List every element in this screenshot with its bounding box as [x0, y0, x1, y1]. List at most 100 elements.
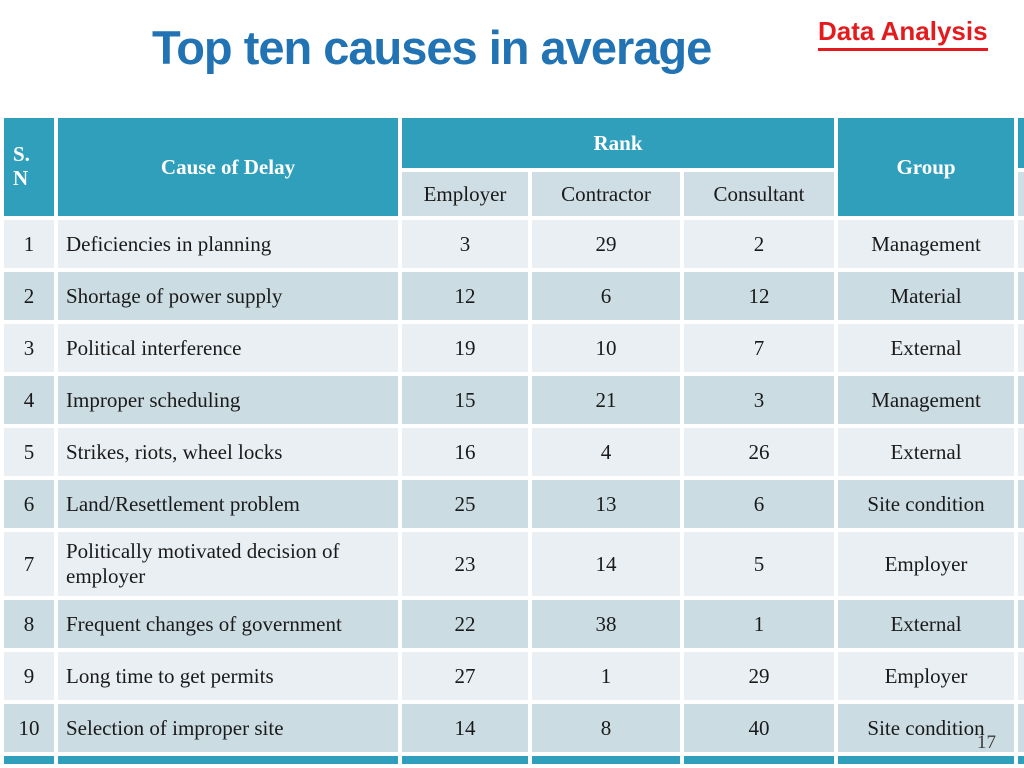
- cause-cell: Strikes, riots, wheel locks: [58, 428, 398, 476]
- column-header-cause-of-delay: Cause of Delay: [58, 118, 398, 216]
- overflow-cell: [1018, 704, 1024, 752]
- data-analysis-label: Data Analysis: [818, 16, 988, 51]
- rank-consultant-cell: 1: [684, 600, 835, 648]
- sn-cell: 2: [4, 272, 54, 320]
- rank-contractor-cell: 4: [532, 428, 680, 476]
- sn-cell: 4: [4, 376, 54, 424]
- rank-consultant-cell: 40: [684, 704, 835, 752]
- table-row: 7 Politically motivated decision of emplo…: [4, 532, 1024, 596]
- footer-cell: [402, 756, 528, 764]
- sn-cell: 5: [4, 428, 54, 476]
- table-row: 9 Long time to get permits 27 1 29 Employer: [4, 652, 1024, 700]
- footer-row: [4, 756, 1024, 764]
- group-cell: External: [838, 600, 1015, 648]
- rank-contractor-cell: 6: [532, 272, 680, 320]
- table-row: 2 Shortage of power supply 12 6 12 Material: [4, 272, 1024, 320]
- sn-cell: 6: [4, 480, 54, 528]
- rank-contractor-cell: 21: [532, 376, 680, 424]
- cause-cell: Selection of improper site: [58, 704, 398, 752]
- rank-contractor-cell: 29: [532, 220, 680, 268]
- cause-cell: Long time to get permits: [58, 652, 398, 700]
- table-row: 1 Deficiencies in planning 3 29 2 Management: [4, 220, 1024, 268]
- table-row: 10 Selection of improper site 14 8 40 Site co…: [4, 704, 1024, 752]
- group-cell: Employer: [838, 652, 1015, 700]
- rank-consultant-cell: 6: [684, 480, 835, 528]
- group-cell: Material: [838, 272, 1015, 320]
- page-title: Top ten causes in average: [152, 21, 712, 74]
- rank-employer-cell: 15: [402, 376, 528, 424]
- rank-contractor-cell: 1: [532, 652, 680, 700]
- sn-cell: 1: [4, 220, 54, 268]
- rank-consultant-cell: 3: [684, 376, 835, 424]
- rank-employer-cell: 25: [402, 480, 528, 528]
- rank-employer-cell: 16: [402, 428, 528, 476]
- footer-cell: [532, 756, 680, 764]
- rank-consultant-cell: 7: [684, 324, 835, 372]
- rank-contractor-cell: 8: [532, 704, 680, 752]
- rank-contractor-cell: 14: [532, 532, 680, 596]
- group-cell: Management: [838, 376, 1015, 424]
- sn-cell: 3: [4, 324, 54, 372]
- rank-contractor-cell: 13: [532, 480, 680, 528]
- cause-cell: Shortage of power supply: [58, 272, 398, 320]
- overflow-cell: [1018, 272, 1024, 320]
- overflow-cell: [1018, 324, 1024, 372]
- rank-contractor-cell: 38: [532, 600, 680, 648]
- overflow-cell: [1018, 480, 1024, 528]
- sn-cell: 8: [4, 600, 54, 648]
- table-footer-strip: [4, 756, 1024, 764]
- causes-table-container: S. N Cause of Delay Rank Group Employer …: [0, 114, 1024, 768]
- column-subheader-consultant: Consultant: [684, 172, 835, 216]
- rank-consultant-cell: 26: [684, 428, 835, 476]
- cause-cell: Politically motivated decision of employ…: [58, 532, 398, 596]
- cause-cell: Political interference: [58, 324, 398, 372]
- sn-cell: 7: [4, 532, 54, 596]
- rank-employer-cell: 23: [402, 532, 528, 596]
- group-cell: External: [838, 428, 1015, 476]
- rank-employer-cell: 14: [402, 704, 528, 752]
- rank-employer-cell: 27: [402, 652, 528, 700]
- column-header-rank: Rank: [402, 118, 835, 168]
- group-cell: External: [838, 324, 1015, 372]
- overflow-cell: [1018, 532, 1024, 596]
- cause-cell: Deficiencies in planning: [58, 220, 398, 268]
- footer-cell: [1018, 756, 1024, 764]
- rank-employer-cell: 22: [402, 600, 528, 648]
- sn-cell: 10: [4, 704, 54, 752]
- footer-cell: [58, 756, 398, 764]
- rank-employer-cell: 3: [402, 220, 528, 268]
- rank-employer-cell: 19: [402, 324, 528, 372]
- column-subheader-employer: Employer: [402, 172, 528, 216]
- cause-cell: Land/Resettlement problem: [58, 480, 398, 528]
- group-cell: Site condition: [838, 704, 1015, 752]
- column-header-group: Group: [838, 118, 1015, 216]
- sn-cell: 9: [4, 652, 54, 700]
- overflow-cell: [1018, 220, 1024, 268]
- rank-consultant-cell: 2: [684, 220, 835, 268]
- column-subheader-contractor: Contractor: [532, 172, 680, 216]
- header-row-sub: Employer Contractor Consultant: [4, 172, 1024, 216]
- table-row: 4 Improper scheduling 15 21 3 Management: [4, 376, 1024, 424]
- column-header-overflow: [1018, 118, 1024, 168]
- rank-employer-cell: 12: [402, 272, 528, 320]
- table-row: 8 Frequent changes of government 22 38 1 Exte…: [4, 600, 1024, 648]
- overflow-cell: [1018, 600, 1024, 648]
- footer-cell: [4, 756, 54, 764]
- column-subheader-overflow: [1018, 172, 1024, 216]
- slide-page-number: 17: [977, 732, 996, 753]
- table-row: 3 Political interference 19 10 7 External: [4, 324, 1024, 372]
- rank-contractor-cell: 10: [532, 324, 680, 372]
- group-cell: Employer: [838, 532, 1015, 596]
- cause-cell: Improper scheduling: [58, 376, 398, 424]
- rank-consultant-cell: 5: [684, 532, 835, 596]
- overflow-cell: [1018, 376, 1024, 424]
- footer-cell: [838, 756, 1015, 764]
- header-row-top: S. N Cause of Delay Rank Group: [4, 118, 1024, 216]
- table-row: 6 Land/Resettlement problem 25 13 6 Site cond…: [4, 480, 1024, 528]
- rank-consultant-cell: 12: [684, 272, 835, 320]
- rank-consultant-cell: 29: [684, 652, 835, 700]
- cause-cell: Frequent changes of government: [58, 600, 398, 648]
- group-cell: Management: [838, 220, 1015, 268]
- causes-table: S. N Cause of Delay Rank Group Employer …: [0, 114, 1024, 768]
